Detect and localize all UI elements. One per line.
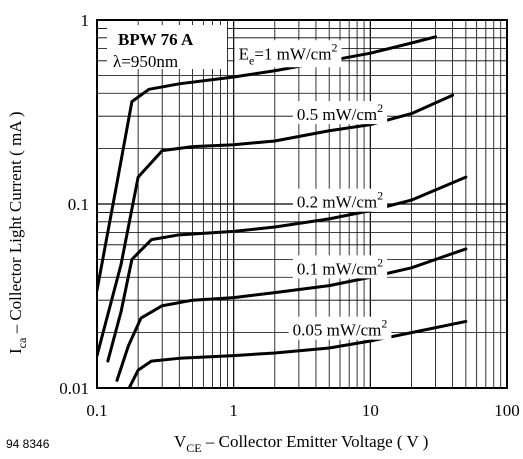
x-axis-label-sub: CE	[186, 441, 201, 455]
series-label-group: Ee=1 mW/cm2	[234, 40, 342, 68]
series-label-sup: 2	[377, 189, 383, 203]
series-label: 0.05 mW/cm2	[293, 317, 388, 340]
y-axis-label-rest: – Collector Light Current ( mA )	[6, 112, 25, 338]
series-line	[97, 35, 438, 292]
series-label: 0.5 mW/cm2	[297, 101, 383, 124]
x-tick-label: 10	[362, 401, 379, 420]
series-label-bg	[288, 316, 392, 340]
series-label-prefix: E	[239, 44, 249, 63]
series-label-value: 0.1 mW/cm	[297, 259, 377, 278]
series-label-sup: 2	[377, 101, 383, 115]
plot-frame	[96, 19, 508, 389]
y-axis-label-sub: ca	[15, 337, 29, 348]
series-label-bg	[292, 188, 388, 212]
series-label-bg	[292, 255, 388, 279]
series-label: Ee=1 mW/cm2	[239, 40, 338, 67]
series-label: 0.1 mW/cm2	[297, 255, 383, 278]
series-layer	[97, 35, 468, 388]
series-label-value: 0.05 mW/cm	[293, 321, 382, 340]
y-tick-label: 0.01	[59, 379, 89, 398]
y-tick-label: 0.1	[68, 195, 89, 214]
series-label-value: 0.5 mW/cm	[297, 105, 377, 124]
series-label-value: =1 mW/cm	[254, 44, 331, 63]
x-axis-label-main: V	[174, 432, 187, 451]
device-name: BPW 76 A	[118, 30, 194, 49]
series-label-bg	[292, 101, 388, 125]
series-label-bg	[234, 40, 342, 68]
y-tick-label: 1	[81, 11, 90, 30]
series-label-group: 0.2 mW/cm2	[292, 188, 388, 212]
x-tick-label: 1	[229, 401, 238, 420]
series-label-group: 0.1 mW/cm2	[292, 255, 388, 279]
y-axis-label-main: I	[6, 348, 25, 354]
wavelength-label: λ=950nm	[113, 52, 178, 71]
device-annotation-bg	[107, 25, 227, 69]
tick-labels: 0.1 1 10 100 0.01 0.1 1	[59, 11, 520, 420]
series-label-sub: e	[249, 53, 254, 67]
y-axis-label: Ica – Collector Light Current ( mA )	[6, 112, 29, 354]
x-axis-label: VCE – Collector Emitter Voltage ( V )	[174, 432, 428, 455]
figure-code: 94 8346	[6, 437, 50, 451]
series-label-group: 0.05 mW/cm2	[288, 316, 392, 340]
series-label-value: 0.2 mW/cm	[297, 193, 377, 212]
device-annotation: BPW 76 A λ=950nm	[107, 25, 227, 71]
series-label-sup: 2	[331, 40, 337, 54]
x-tick-label: 0.1	[86, 401, 107, 420]
series-label-sup: 2	[377, 255, 383, 269]
series-label-group: 0.5 mW/cm2	[292, 101, 388, 125]
x-axis-label-rest: – Collector Emitter Voltage ( V )	[202, 432, 429, 451]
series-label: 0.2 mW/cm2	[297, 189, 383, 212]
series-label-sup: 2	[381, 317, 387, 331]
x-tick-label: 100	[494, 401, 520, 420]
